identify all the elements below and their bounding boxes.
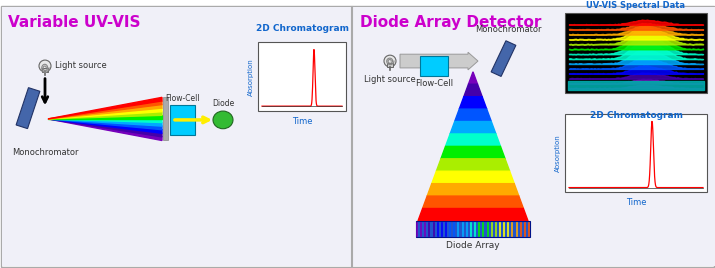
Polygon shape (48, 119, 162, 126)
Polygon shape (48, 119, 162, 133)
Polygon shape (48, 105, 162, 119)
Bar (565, 13, 707, 94)
Polygon shape (48, 119, 162, 140)
Polygon shape (436, 159, 510, 171)
Text: Time: Time (292, 117, 312, 126)
Polygon shape (48, 97, 162, 119)
Polygon shape (48, 119, 162, 137)
Bar (416, 221, 530, 237)
Text: Diode Array Detector: Diode Array Detector (360, 15, 541, 30)
Text: 2D Chromatogram: 2D Chromatogram (255, 24, 348, 33)
Bar (170, 105, 195, 135)
Text: Monochromator: Monochromator (475, 25, 542, 34)
Polygon shape (48, 119, 162, 130)
Polygon shape (423, 196, 523, 209)
Polygon shape (468, 72, 478, 84)
Text: Flow-Cell: Flow-Cell (165, 94, 199, 103)
Polygon shape (464, 84, 482, 97)
Polygon shape (48, 112, 162, 119)
Circle shape (39, 60, 51, 72)
Bar (42, 68, 48, 72)
Polygon shape (459, 97, 487, 109)
Polygon shape (455, 109, 491, 121)
Polygon shape (48, 108, 162, 119)
Bar (258, 42, 346, 111)
Circle shape (384, 55, 396, 67)
Bar (2, 7, 351, 266)
Text: Diode: Diode (212, 99, 234, 108)
Polygon shape (418, 209, 528, 221)
Text: Monochromator: Monochromator (12, 148, 79, 157)
Text: Light source: Light source (364, 75, 416, 84)
Polygon shape (445, 134, 500, 146)
Text: Diode Array: Diode Array (446, 241, 500, 250)
Text: Time: Time (626, 198, 646, 207)
Text: Absorption: Absorption (248, 58, 254, 96)
Text: Flow-Cell: Flow-Cell (415, 79, 453, 88)
Bar (16, 88, 40, 129)
Bar (387, 63, 393, 67)
Bar (491, 41, 516, 76)
Polygon shape (48, 115, 162, 119)
Text: 2D Chromatogram: 2D Chromatogram (589, 111, 683, 120)
Text: UV-VIS Spectral Data: UV-VIS Spectral Data (586, 1, 686, 10)
Text: Variable UV-VIS: Variable UV-VIS (8, 15, 141, 30)
Bar (353, 7, 715, 266)
Polygon shape (432, 171, 514, 184)
FancyArrow shape (400, 52, 478, 70)
Bar (163, 97, 168, 140)
Ellipse shape (213, 111, 233, 129)
Bar (565, 114, 707, 192)
Polygon shape (450, 121, 496, 134)
Polygon shape (48, 101, 162, 119)
Polygon shape (441, 146, 505, 159)
Text: Absorption: Absorption (555, 134, 561, 172)
Bar (420, 56, 448, 76)
Polygon shape (427, 184, 519, 196)
Text: Light source: Light source (55, 61, 107, 70)
Bar (568, 81, 704, 91)
Polygon shape (48, 119, 162, 122)
